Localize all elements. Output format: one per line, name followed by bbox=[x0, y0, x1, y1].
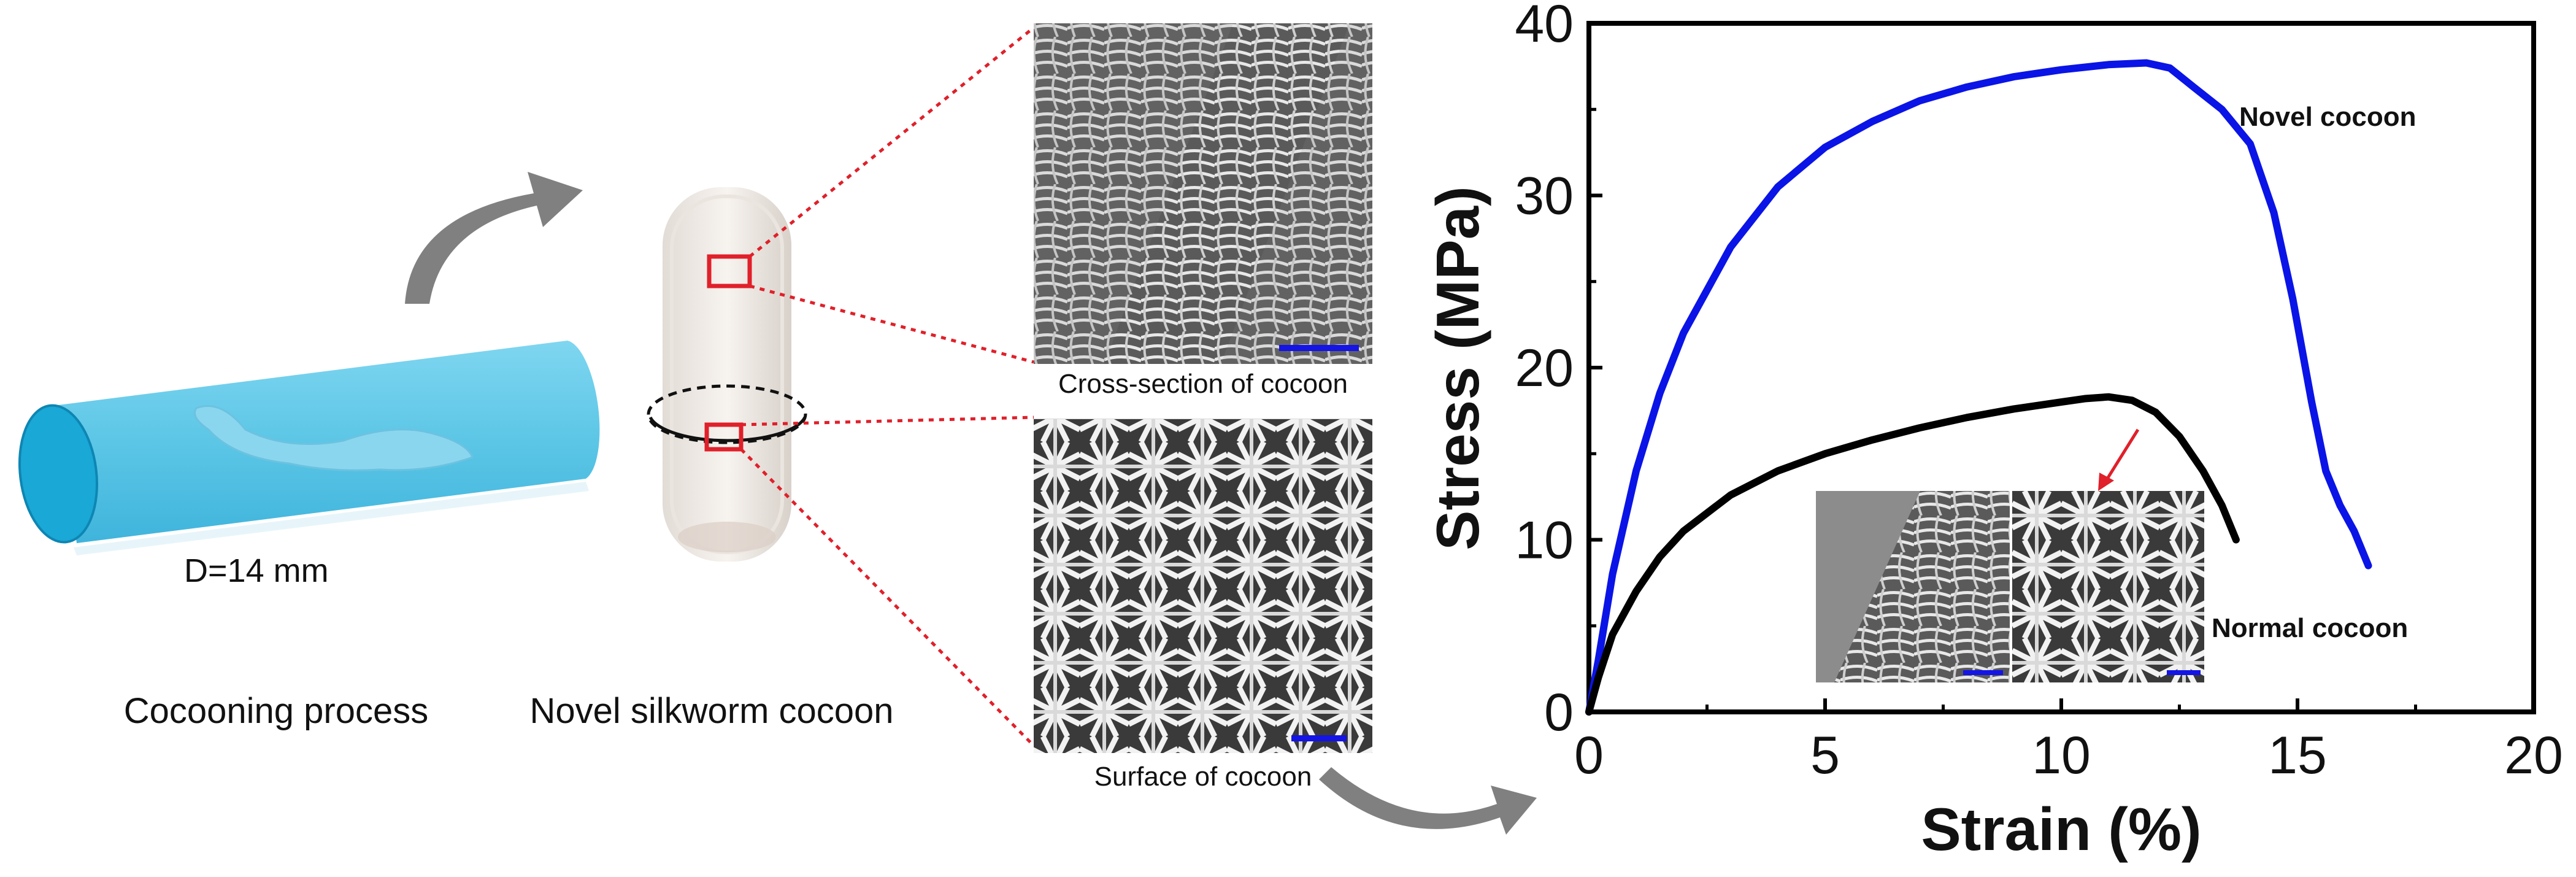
x-tick-label: 0 bbox=[1574, 726, 1604, 785]
cocoon-caption: Novel silkworm cocoon bbox=[529, 691, 893, 731]
cross-section-ellipse bbox=[647, 384, 807, 444]
zoom-connectors bbox=[740, 26, 1035, 747]
highlight-box-top bbox=[707, 254, 752, 288]
stress-strain-chart: 0 5 10 15 20 0 10 20 30 40 Strain (%) Stress (MPa… bbox=[1424, 0, 2563, 863]
to-chart-arrow-icon bbox=[1319, 767, 1537, 835]
y-axis-label: Stress (MPa) bbox=[1424, 186, 1491, 551]
process-caption: Cocooning process bbox=[124, 691, 429, 731]
y-tick-label: 20 bbox=[1515, 339, 1574, 398]
scale-bar bbox=[1963, 670, 2003, 675]
highlight-box-mid bbox=[704, 422, 744, 452]
series-line-novel-cocoon bbox=[1585, 59, 2372, 716]
legend-novel-cocoon: Novel cocoon bbox=[2239, 102, 2416, 132]
y-tick-label: 0 bbox=[1544, 683, 1574, 742]
chart-inset-images bbox=[1816, 491, 2204, 682]
scale-bar bbox=[1291, 735, 1347, 741]
cross-section-caption: Cross-section of cocoon bbox=[1058, 369, 1348, 399]
scale-bar bbox=[1279, 345, 1359, 351]
y-tick-label: 30 bbox=[1515, 167, 1574, 226]
surface-caption: Surface of cocoon bbox=[1094, 762, 1312, 792]
x-tick-label: 5 bbox=[1810, 726, 1840, 785]
y-tick-label: 40 bbox=[1515, 0, 1574, 53]
sem-cross-section-image bbox=[1034, 23, 1372, 364]
cocoon-photo bbox=[663, 187, 791, 562]
process-arrow-icon bbox=[405, 172, 583, 304]
x-tick-label: 10 bbox=[2032, 726, 2091, 785]
legend-normal-cocoon: Normal cocoon bbox=[2212, 613, 2408, 643]
y-tick-label: 10 bbox=[1515, 511, 1574, 570]
sem-surface-image bbox=[1034, 419, 1372, 753]
series-line-normal-cocoon bbox=[1585, 393, 2240, 716]
silk-tube-illustration bbox=[18, 341, 600, 555]
tube-diameter-label: D=14 mm bbox=[184, 552, 329, 589]
x-axis-label: Strain (%) bbox=[1921, 795, 2201, 863]
x-tick-label: 20 bbox=[2504, 726, 2563, 785]
scale-bar bbox=[2167, 670, 2201, 675]
x-tick-label: 15 bbox=[2268, 726, 2327, 785]
silkworm-larva bbox=[194, 405, 474, 471]
inset-pointer-arrow-icon bbox=[2098, 428, 2140, 491]
